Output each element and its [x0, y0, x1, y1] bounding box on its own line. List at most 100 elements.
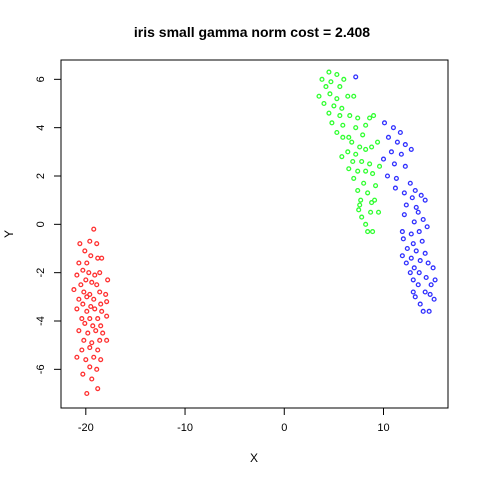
data-point [417, 301, 423, 307]
x-tick-label: -10 [177, 422, 193, 434]
data-point [355, 115, 361, 121]
data-point [420, 308, 426, 314]
data-point [79, 316, 85, 322]
data-point [326, 69, 332, 75]
data-point [340, 122, 346, 128]
data-point [92, 306, 98, 312]
data-point [83, 357, 89, 363]
y-tick-label: 6 [35, 76, 47, 82]
data-point [365, 229, 371, 235]
data-point [337, 84, 343, 90]
data-point [416, 229, 422, 235]
data-point [423, 274, 429, 281]
data-point [353, 151, 359, 157]
data-point [370, 171, 376, 177]
y-tick-label: 2 [35, 173, 47, 179]
data-point [359, 214, 365, 220]
data-point [91, 354, 97, 360]
data-point [80, 267, 86, 273]
data-point [100, 330, 106, 336]
data-point [353, 125, 359, 131]
data-point [328, 79, 334, 85]
data-point [94, 282, 100, 288]
x-axis: -20 -10 0 10 [78, 407, 390, 434]
data-point [103, 291, 109, 297]
y-tick-label: -4 [35, 316, 47, 326]
data-point [409, 195, 415, 201]
data-point [76, 296, 82, 302]
data-point [375, 209, 382, 215]
data-point [95, 255, 101, 261]
data-point [353, 74, 359, 80]
data-point [84, 294, 90, 300]
data-point [357, 202, 363, 208]
data-point [87, 364, 93, 370]
data-point [350, 158, 356, 165]
x-tick-label: 0 [281, 422, 287, 434]
data-point [399, 253, 405, 259]
data-point [428, 282, 434, 288]
data-points [71, 69, 438, 397]
data-point [415, 282, 421, 288]
data-point [402, 163, 408, 169]
data-point [363, 122, 369, 128]
data-point [76, 260, 82, 266]
data-point [97, 289, 103, 295]
data-point [89, 279, 95, 285]
data-point [360, 132, 366, 138]
data-point [403, 202, 409, 208]
data-point [422, 289, 428, 295]
data-point [394, 139, 400, 145]
data-point [104, 337, 110, 343]
data-point [97, 270, 103, 276]
data-point [374, 139, 381, 145]
data-point [81, 337, 87, 343]
data-point [398, 151, 404, 157]
data-point [95, 316, 101, 322]
data-point [408, 231, 414, 237]
data-point [87, 345, 93, 351]
y-tick-label: -6 [35, 364, 47, 374]
data-point [372, 197, 378, 203]
data-point [334, 71, 340, 78]
data-point [76, 328, 82, 334]
data-point [371, 113, 377, 119]
y-axis: -6 -4 -2 0 2 4 6 [35, 76, 62, 374]
data-point [90, 323, 96, 329]
data-point [84, 390, 90, 397]
data-point [407, 270, 413, 276]
data-point [369, 144, 375, 150]
data-point [88, 253, 94, 259]
data-point [402, 142, 408, 148]
data-point [346, 134, 352, 140]
data-point [91, 226, 97, 232]
data-point [408, 255, 414, 261]
x-tick-label: 10 [377, 422, 389, 434]
data-point [345, 93, 351, 99]
data-point [422, 197, 428, 203]
data-point [427, 291, 433, 297]
data-point [385, 134, 392, 140]
data-point [334, 129, 340, 136]
data-point [89, 376, 95, 382]
data-point [337, 113, 343, 119]
data-point [98, 357, 104, 363]
data-point [407, 180, 413, 186]
data-point [413, 248, 419, 254]
data-point [425, 260, 431, 266]
data-point [91, 296, 97, 302]
y-tick-label: 0 [35, 221, 47, 227]
data-point [416, 270, 422, 276]
data-point [334, 96, 340, 102]
y-tick-label: 4 [35, 125, 47, 131]
data-point [367, 115, 373, 121]
data-point [424, 224, 430, 230]
data-point [392, 185, 398, 191]
data-point [74, 272, 80, 278]
data-point [411, 265, 417, 271]
data-point [80, 301, 86, 307]
data-point [98, 323, 104, 329]
data-point [339, 154, 345, 160]
data-point [399, 229, 405, 235]
